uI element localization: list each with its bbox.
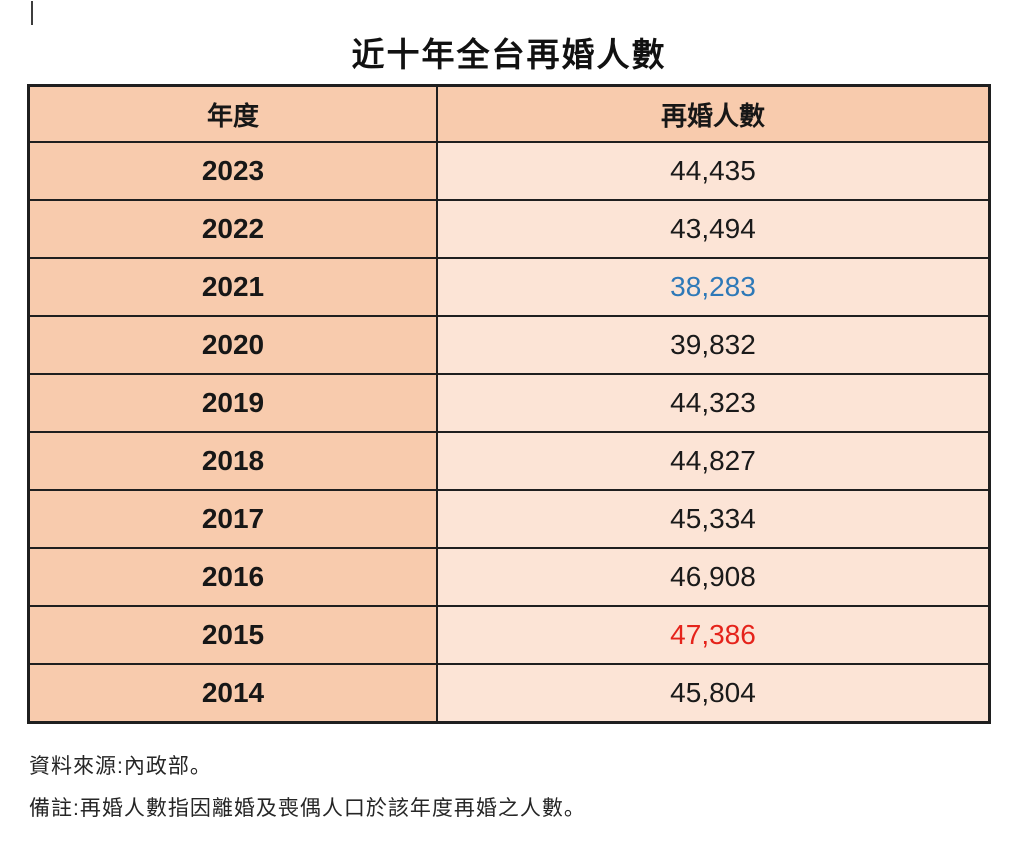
table-row: 2018 44,827 xyxy=(27,431,991,491)
table-row: 2020 39,832 xyxy=(27,315,991,375)
year-cell: 2018 xyxy=(27,431,438,491)
table-row: 2014 45,804 xyxy=(27,663,991,724)
remarriage-table: 年度 再婚人數 2023 44,435 2022 43,494 2021 38,283 20… xyxy=(27,84,991,724)
table-row: 2016 46,908 xyxy=(27,547,991,607)
year-cell: 2014 xyxy=(27,663,438,724)
year-cell: 2016 xyxy=(27,547,438,607)
remarriage-count-cell: 38,283 xyxy=(436,257,991,317)
remarriage-count-cell: 44,323 xyxy=(436,373,991,433)
remarriage-count-cell: 43,494 xyxy=(436,199,991,259)
col-header-year: 年度 xyxy=(27,84,438,143)
year-cell: 2015 xyxy=(27,605,438,665)
year-cell: 2023 xyxy=(27,141,438,201)
remarriage-count-cell: 47,386 xyxy=(436,605,991,665)
year-cell: 2021 xyxy=(27,257,438,317)
text-cursor-artifact xyxy=(31,1,33,25)
col-header-remarriages: 再婚人數 xyxy=(436,84,991,143)
header-row: 年度 再婚人數 xyxy=(27,84,991,143)
remarriage-count-cell: 39,832 xyxy=(436,315,991,375)
page-title: 近十年全台再婚人數 xyxy=(351,36,667,73)
note-text: 備註:再婚人數指因離婚及喪偶人口於該年度再婚之人數。 xyxy=(29,797,586,820)
source-text: 資料來源:內政部。 xyxy=(29,755,212,778)
remarriage-count-cell: 44,435 xyxy=(436,141,991,201)
remarriage-count-cell: 44,827 xyxy=(436,431,991,491)
table-row: 2022 43,494 xyxy=(27,199,991,259)
table-row: 2019 44,323 xyxy=(27,373,991,433)
remarriage-count-cell: 46,908 xyxy=(436,547,991,607)
table-row: 2021 38,283 xyxy=(27,257,991,317)
remarriage-count-cell: 45,804 xyxy=(436,663,991,724)
remarriage-count-cell: 45,334 xyxy=(436,489,991,549)
table-row: 2017 45,334 xyxy=(27,489,991,549)
year-cell: 2020 xyxy=(27,315,438,375)
year-cell: 2017 xyxy=(27,489,438,549)
year-cell: 2022 xyxy=(27,199,438,259)
year-cell: 2019 xyxy=(27,373,438,433)
table-row: 2015 47,386 xyxy=(27,605,991,665)
table-row: 2023 44,435 xyxy=(27,141,991,201)
